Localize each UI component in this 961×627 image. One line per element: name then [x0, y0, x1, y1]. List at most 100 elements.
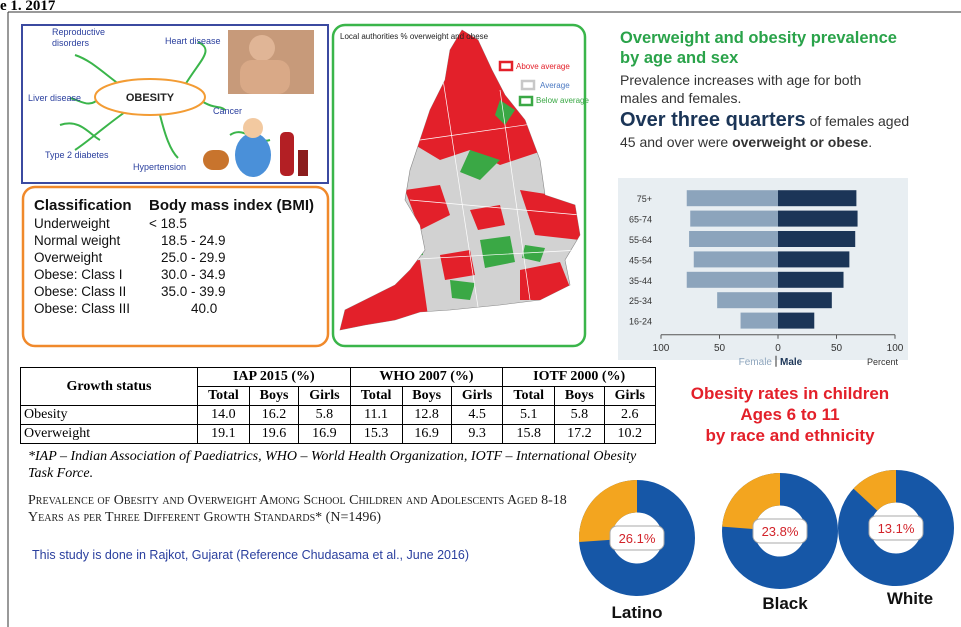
bar: [778, 231, 855, 247]
group-header: IAP 2015 (%): [198, 368, 351, 387]
age-label: 16-24: [629, 317, 652, 327]
legend-label: Above average: [516, 62, 570, 71]
bmi-cell: 30.0 - 34.9: [149, 266, 314, 283]
page: e 1. 2017 OBESITY Local authori: [0, 0, 961, 627]
bmi-cell: 25.0 - 29.9: [149, 249, 314, 266]
donut-title-line: Ages 6 to 11: [660, 404, 920, 425]
donut-title: Obesity rates in childrenAges 6 to 11by …: [660, 383, 920, 446]
bmi-cell: Obese: Class I: [34, 266, 149, 283]
bar: [687, 272, 778, 288]
cell: 4.5: [451, 406, 502, 425]
cell: 17.2: [555, 425, 604, 444]
subheader: Total: [350, 387, 402, 406]
bmi-cell: Obese: Class III: [34, 300, 149, 317]
cell: 2.6: [604, 406, 656, 425]
subheader: Girls: [604, 387, 656, 406]
subheader: Girls: [451, 387, 502, 406]
age-label: 65-74: [629, 215, 652, 225]
subheader: Girls: [299, 387, 350, 406]
legend-swatch: [500, 62, 512, 70]
bar: [778, 313, 814, 329]
x-tick-label: 100: [887, 343, 904, 354]
legend-label: Below average: [536, 96, 589, 105]
cell: 9.3: [451, 425, 502, 444]
bmi-table: Classification Body mass index (BMI) Und…: [34, 196, 314, 317]
condition-word: Reproductive: [52, 27, 105, 37]
bar: [778, 211, 858, 227]
donut-segment: [865, 486, 896, 499]
cell: Obesity: [21, 406, 198, 425]
bar: [694, 251, 778, 267]
bmi-header: Body mass index (BMI): [149, 196, 314, 215]
age-label: 35-44: [629, 276, 652, 286]
donut-category: Black: [762, 594, 808, 613]
donut-category: Latino: [612, 603, 663, 622]
donut-title-line: by race and ethnicity: [660, 425, 920, 446]
donut-value-label: 26.1%: [619, 531, 656, 546]
subheader: Boys: [402, 387, 451, 406]
donut-value-label: 13.1%: [878, 521, 915, 536]
subheader: Total: [503, 387, 555, 406]
growth-table: Growth statusIAP 2015 (%)WHO 2007 (%)IOT…: [20, 367, 656, 444]
diagram-center: OBESITY: [126, 92, 175, 104]
cell: 5.8: [299, 406, 350, 425]
footnote: *IAP – Indian Association of Paediatrics…: [28, 448, 658, 482]
condition-label: Heart disease: [165, 36, 221, 46]
photo-body: [240, 60, 290, 94]
subheader: Boys: [555, 387, 604, 406]
age-label: 25-34: [629, 296, 652, 306]
cell: 5.8: [555, 406, 604, 425]
cell: 16.2: [249, 406, 298, 425]
cell: 12.8: [402, 406, 451, 425]
data-row: Overweight19.119.616.915.316.99.315.817.…: [21, 425, 656, 444]
prevalence-body: Prevalence increases with age for both m…: [620, 71, 900, 107]
bmi-header: Classification: [34, 196, 149, 215]
bmi-cell: 35.0 - 39.9: [149, 283, 314, 300]
bmi-cell: Obese: Class II: [34, 283, 149, 300]
age-label: 75+: [637, 194, 652, 204]
x-tick-label: 0: [775, 343, 781, 354]
bar: [741, 313, 778, 329]
cell: 15.3: [350, 425, 402, 444]
donut-category: White: [887, 589, 933, 608]
cell: 19.6: [249, 425, 298, 444]
bmi-row: Underweight< 18.5: [34, 215, 314, 232]
x-tick-label: 50: [714, 343, 726, 354]
bar: [778, 272, 844, 288]
header-fragment: e 1. 2017: [0, 0, 56, 14]
subheader: Total: [198, 387, 250, 406]
bottle-icon: [280, 132, 294, 176]
age-label: 55-64: [629, 235, 652, 245]
bar: [689, 231, 778, 247]
cell: 11.1: [350, 406, 402, 425]
legend-label: Average: [540, 81, 570, 90]
figure-icon: [235, 133, 271, 177]
study-note: This study is done in Rajkot, Gujarat (R…: [32, 548, 469, 562]
figure-head: [243, 118, 263, 138]
highlight: Over three quarters: [620, 109, 806, 131]
legend-swatch: [520, 97, 532, 105]
map-title-text: Local authorities % overweight and obese: [340, 32, 489, 41]
bmi-cell: Normal weight: [34, 232, 149, 249]
x-tick-label: 100: [653, 343, 670, 354]
x-axis-title: Percent: [867, 357, 899, 367]
condition-label: Hypertension: [133, 162, 186, 172]
cell: 14.0: [198, 406, 250, 425]
bmi-row: Obese: Class III40.0: [34, 300, 314, 317]
legend-label: Male: [780, 357, 803, 368]
prevalence-highlight-block: Over three quarters of females aged 45 a…: [620, 110, 910, 153]
caption: Prevalence of Obesity and Overweight Amo…: [28, 492, 568, 526]
cell: 5.1: [503, 406, 555, 425]
bmi-cell: Overweight: [34, 249, 149, 266]
cell: 16.9: [299, 425, 350, 444]
subheader: Boys: [249, 387, 298, 406]
cup-icon: [298, 150, 308, 176]
bar: [690, 211, 778, 227]
cell: 16.9: [402, 425, 451, 444]
